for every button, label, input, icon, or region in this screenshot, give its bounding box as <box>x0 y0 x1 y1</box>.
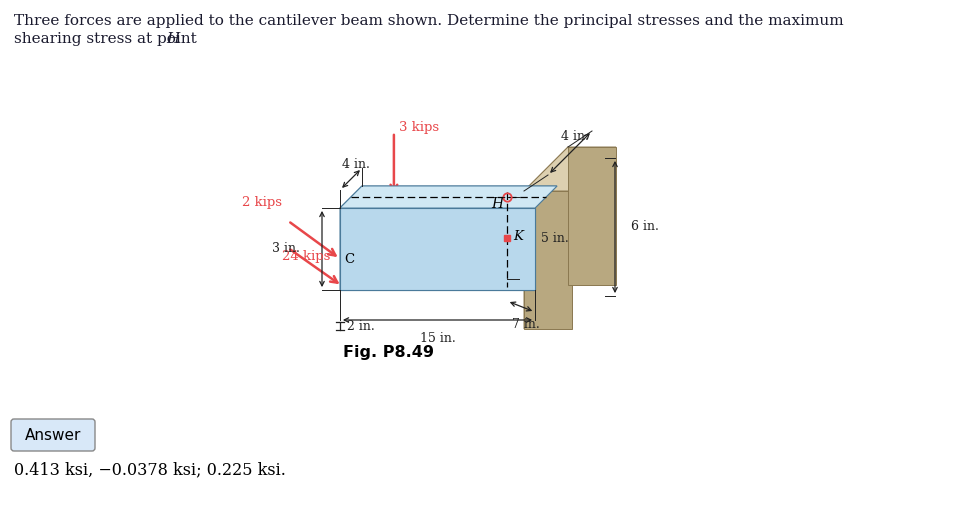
Text: 24 kips: 24 kips <box>282 250 331 263</box>
Polygon shape <box>524 147 616 191</box>
Text: Three forces are applied to the cantilever beam shown. Determine the principal s: Three forces are applied to the cantilev… <box>14 14 844 28</box>
Text: .: . <box>176 32 181 46</box>
Polygon shape <box>568 147 616 285</box>
Text: 15 in.: 15 in. <box>419 332 455 345</box>
Text: 7 in.: 7 in. <box>512 318 540 331</box>
Text: shearing stress at point: shearing stress at point <box>14 32 201 46</box>
Text: 4 in.: 4 in. <box>342 158 370 171</box>
FancyBboxPatch shape <box>11 419 95 451</box>
Polygon shape <box>524 147 568 329</box>
Polygon shape <box>340 208 535 290</box>
Text: C: C <box>344 253 354 266</box>
Text: 2 kips: 2 kips <box>242 196 282 209</box>
Polygon shape <box>340 186 557 208</box>
Text: Fig. P8.49: Fig. P8.49 <box>343 345 434 360</box>
Text: Answer: Answer <box>25 427 81 443</box>
Text: 3 kips: 3 kips <box>399 121 439 134</box>
Polygon shape <box>524 191 572 329</box>
Text: 6 in.: 6 in. <box>631 220 658 234</box>
Text: H: H <box>166 32 179 46</box>
Polygon shape <box>340 186 557 208</box>
Text: 0.413 ksi, −0.0378 ksi; 0.225 ksi.: 0.413 ksi, −0.0378 ksi; 0.225 ksi. <box>14 461 286 478</box>
Polygon shape <box>340 208 535 290</box>
Text: 2 in.: 2 in. <box>347 319 375 332</box>
Text: 5 in.: 5 in. <box>541 232 569 245</box>
Text: 3 in.: 3 in. <box>272 243 300 255</box>
Text: H: H <box>491 197 503 211</box>
Polygon shape <box>340 186 362 290</box>
Text: K: K <box>513 231 522 244</box>
Text: 4 in.: 4 in. <box>561 130 589 143</box>
